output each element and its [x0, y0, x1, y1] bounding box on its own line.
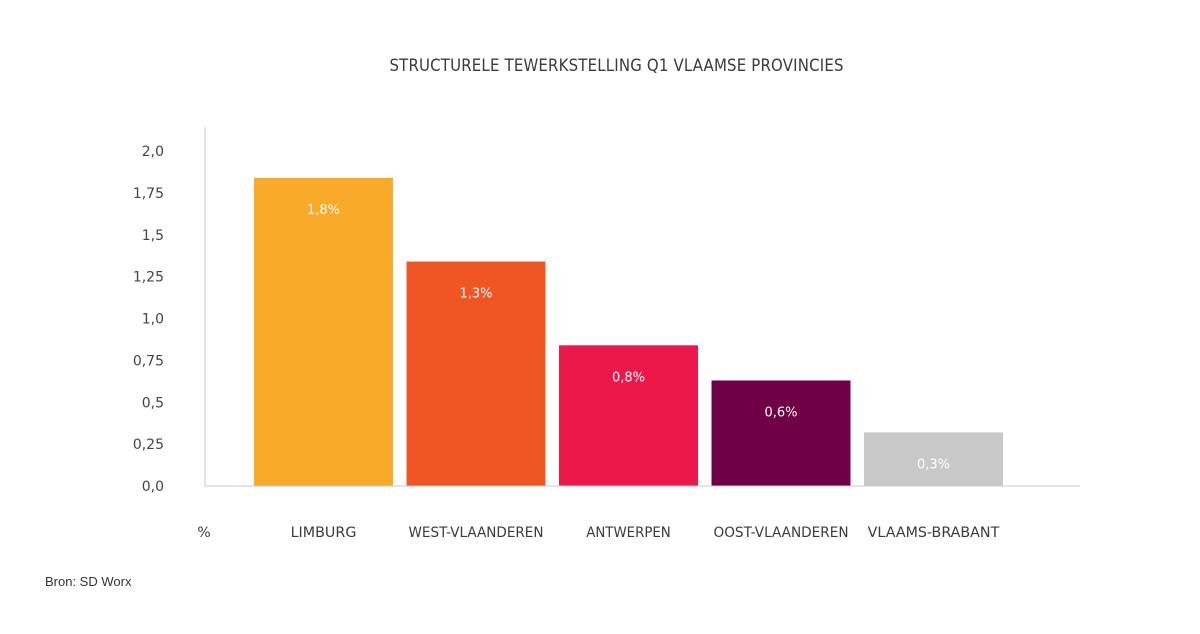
bar: [406, 261, 546, 486]
bar: [254, 177, 393, 487]
bar: [559, 345, 698, 486]
y-tick-label: 0,25: [133, 437, 164, 453]
y-axis-unit-label: %: [197, 525, 210, 541]
y-tick-label: 2,0: [142, 144, 164, 160]
x-category-label: OOST-VLAANDEREN: [714, 525, 849, 541]
y-tick-label: 0,75: [133, 353, 164, 369]
y-tick-label: 1,5: [142, 228, 164, 244]
bar-data-label: 0,3%: [917, 457, 950, 472]
bar-data-label: 1,3%: [459, 287, 492, 302]
y-tick-label: 1,75: [133, 186, 164, 202]
x-category-label: ANTWERPEN: [586, 525, 671, 541]
y-axis-ticks: 0,0 0,25 0,5 0,75 1,0 1,25 1,5 1,75 2,0: [133, 144, 164, 495]
category-labels: LIMBURG WEST-VLAANDEREN ANTWERPEN OOST-VLAA…: [291, 525, 1000, 541]
y-tick-label: 1,25: [133, 270, 164, 286]
bar: [711, 380, 851, 486]
bar-data-label: 0,8%: [612, 370, 645, 385]
x-category-label: LIMBURG: [291, 525, 357, 541]
bars: [254, 177, 1003, 487]
source-note: Bron: SD Worx: [45, 574, 132, 589]
data-labels: 1,8% 1,3% 0,8% 0,6% 0,3%: [307, 203, 950, 473]
bar-data-label: 1,8%: [307, 203, 340, 218]
chart-title: STRUCTURELE TEWERKSTELLING Q1 VLAAMSE PR…: [389, 56, 844, 76]
bar: [864, 432, 1003, 486]
x-category-label: VLAAMS-BRABANT: [868, 525, 1000, 541]
y-tick-label: 0,5: [142, 395, 164, 411]
bar-data-label: 0,6%: [764, 405, 797, 420]
y-tick-label: 1,0: [142, 312, 164, 328]
x-category-label: WEST-VLAANDEREN: [409, 525, 544, 541]
y-tick-label: 0,0: [142, 479, 164, 495]
